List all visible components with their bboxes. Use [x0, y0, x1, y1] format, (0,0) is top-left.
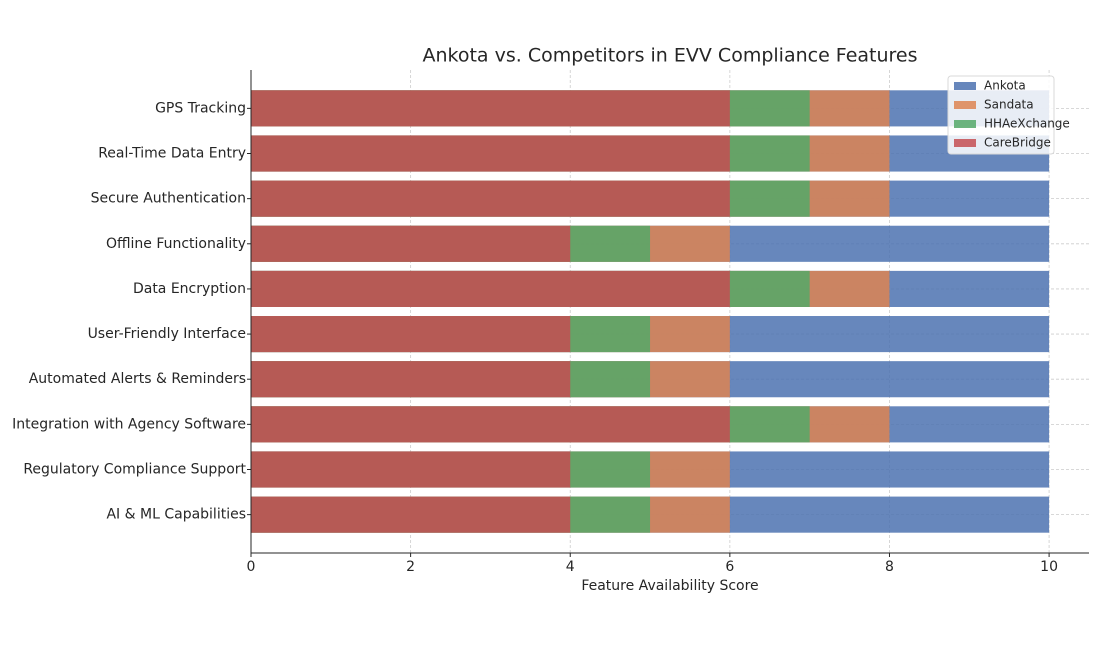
- y-tick-label: Automated Alerts & Reminders: [29, 371, 246, 387]
- legend-swatch: [954, 120, 976, 128]
- y-tick-label: Real-Time Data Entry: [98, 146, 246, 162]
- bar: [251, 180, 730, 217]
- legend-label: CareBridge: [984, 136, 1051, 150]
- x-tick-label: 2: [406, 559, 415, 575]
- bar: [251, 496, 571, 533]
- y-tick-label: Data Encryption: [133, 281, 246, 297]
- legend-label: HHAeXchange: [984, 117, 1070, 131]
- legend-box: [947, 75, 1055, 155]
- bar: [251, 270, 730, 307]
- bar: [251, 316, 571, 353]
- legend: Ankota Sandata HHAeXchange CareBridge: [947, 75, 1070, 155]
- x-tick-label: 0: [247, 559, 256, 575]
- x-tick-label: 8: [885, 559, 894, 575]
- x-tick-label: 10: [1040, 559, 1058, 575]
- bar: [251, 451, 571, 488]
- legend-swatch: [954, 82, 976, 90]
- chart-title: Ankota vs. Competitors in EVV Compliance…: [422, 45, 917, 67]
- x-tick-label: 6: [725, 559, 734, 575]
- bar: [251, 135, 730, 172]
- x-axis-label: Feature Availability Score: [581, 578, 758, 594]
- y-tick-label: Integration with Agency Software: [12, 416, 246, 432]
- legend-swatch: [954, 139, 976, 147]
- legend-label: Ankota: [984, 79, 1026, 93]
- bar: [251, 225, 571, 262]
- y-tick-label: Offline Functionality: [106, 236, 246, 252]
- y-tick-label: AI & ML Capabilities: [106, 507, 246, 523]
- bar: [251, 361, 571, 398]
- bar: [251, 90, 730, 127]
- x-tick-label: 4: [566, 559, 575, 575]
- legend-label: Sandata: [984, 98, 1034, 112]
- y-tick-label: User-Friendly Interface: [88, 326, 246, 342]
- y-tick-label: GPS Tracking: [155, 100, 246, 116]
- y-tick-label: Regulatory Compliance Support: [23, 461, 246, 477]
- legend-swatch: [954, 101, 976, 109]
- bar: [251, 406, 730, 443]
- y-tick-label: Secure Authentication: [91, 191, 246, 207]
